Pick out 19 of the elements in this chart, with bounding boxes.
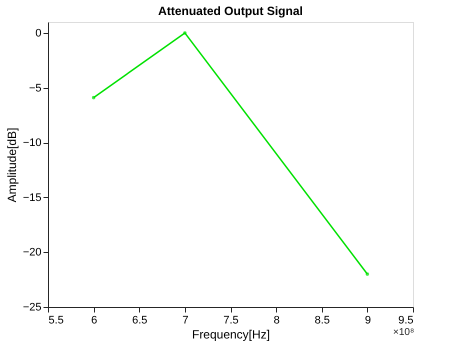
x-tick-label: 7 — [182, 314, 188, 326]
x-tick-label: 8 — [274, 314, 280, 326]
x-tick-label: 6 — [91, 314, 98, 326]
x-tick-label: 8.5 — [314, 314, 330, 326]
y-tick-label: −15 — [22, 192, 42, 204]
y-tick-label: −25 — [22, 302, 42, 314]
x-tick-label: 6.5 — [132, 314, 148, 326]
x-tick-label: 5.5 — [48, 314, 64, 326]
x-tick-label: 7.5 — [223, 314, 239, 326]
y-tick-label: −10 — [22, 137, 42, 150]
x-axis-title: Frequency[Hz] — [192, 328, 270, 342]
y-tick-label: 0 — [35, 27, 42, 40]
chart-title: Attenuated Output Signal — [158, 4, 303, 18]
y-tick-label: −20 — [22, 246, 42, 259]
x-tick-label: 9.5 — [398, 314, 414, 326]
text: ×10⁸ — [393, 327, 414, 338]
y-tick-label: −5 — [28, 82, 42, 94]
y-axis-title: Amplitude[dB] — [4, 128, 19, 202]
x-tick-label: 9 — [364, 314, 371, 326]
